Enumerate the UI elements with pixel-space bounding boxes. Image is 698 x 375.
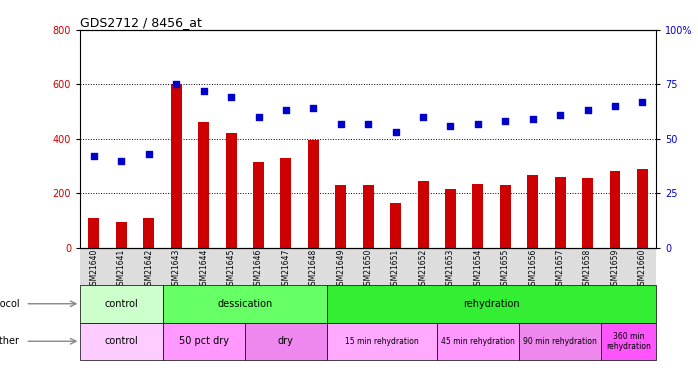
Point — [198, 88, 209, 94]
Bar — [163, 248, 190, 324]
Bar — [135, 248, 163, 324]
Bar — [555, 177, 565, 248]
Bar — [363, 185, 373, 248]
Text: control: control — [105, 299, 138, 309]
Point — [582, 108, 593, 114]
Point — [417, 114, 429, 120]
Bar — [80, 285, 163, 322]
Bar — [519, 322, 601, 360]
Bar — [327, 322, 437, 360]
Bar — [601, 248, 629, 324]
Bar — [601, 322, 656, 360]
Bar — [89, 217, 99, 248]
Text: dessication: dessication — [217, 299, 272, 309]
Bar — [116, 222, 127, 248]
Bar — [217, 248, 245, 324]
Bar — [417, 181, 429, 248]
Text: 15 min rehydration: 15 min rehydration — [345, 337, 419, 346]
Bar — [464, 248, 491, 324]
Point — [527, 116, 538, 122]
Bar — [637, 169, 648, 248]
Bar — [299, 248, 327, 324]
Bar — [473, 184, 484, 248]
Bar — [574, 248, 601, 324]
Point — [253, 114, 264, 120]
Bar — [500, 185, 511, 248]
Point — [473, 120, 484, 126]
Bar — [281, 158, 292, 248]
Bar — [190, 248, 217, 324]
Bar — [171, 84, 181, 248]
Text: 50 pct dry: 50 pct dry — [179, 336, 229, 346]
Bar — [390, 202, 401, 248]
Text: rehydration: rehydration — [463, 299, 520, 309]
Bar — [582, 178, 593, 248]
Text: 45 min rehydration: 45 min rehydration — [441, 337, 515, 346]
Text: 360 min
rehydration: 360 min rehydration — [607, 332, 651, 351]
Bar — [225, 133, 237, 248]
Point — [116, 158, 127, 164]
Point — [308, 105, 319, 111]
Point — [335, 120, 346, 126]
Bar — [547, 248, 574, 324]
Bar — [382, 248, 409, 324]
Point — [500, 118, 511, 124]
Bar — [327, 285, 656, 322]
Bar — [335, 185, 346, 248]
Bar — [437, 322, 519, 360]
Point — [363, 120, 374, 126]
Bar — [519, 248, 547, 324]
Bar — [80, 248, 107, 324]
Bar — [308, 140, 319, 248]
Text: protocol: protocol — [0, 299, 20, 309]
Point — [390, 129, 401, 135]
Bar — [143, 217, 154, 248]
Text: control: control — [105, 336, 138, 346]
Text: other: other — [0, 336, 20, 346]
Bar — [253, 162, 264, 248]
Point — [89, 153, 100, 159]
Bar — [163, 322, 245, 360]
Point — [445, 123, 456, 129]
Bar — [80, 322, 163, 360]
Bar — [163, 285, 327, 322]
Bar — [437, 248, 464, 324]
Bar — [107, 248, 135, 324]
Bar — [445, 189, 456, 248]
Point — [170, 81, 181, 87]
Bar — [198, 122, 209, 248]
Point — [281, 108, 292, 114]
Bar — [355, 248, 382, 324]
Text: dry: dry — [278, 336, 294, 346]
Point — [637, 99, 648, 105]
Point — [143, 151, 154, 157]
Text: 90 min rehydration: 90 min rehydration — [524, 337, 597, 346]
Point — [554, 112, 565, 118]
Bar — [245, 322, 327, 360]
Bar — [409, 248, 437, 324]
Bar — [272, 248, 299, 324]
Bar — [245, 248, 272, 324]
Bar — [491, 248, 519, 324]
Text: GDS2712 / 8456_at: GDS2712 / 8456_at — [80, 16, 202, 29]
Point — [609, 103, 621, 109]
Bar — [609, 171, 621, 248]
Point — [225, 94, 237, 100]
Bar — [527, 176, 538, 248]
Bar — [327, 248, 355, 324]
Bar — [629, 248, 656, 324]
